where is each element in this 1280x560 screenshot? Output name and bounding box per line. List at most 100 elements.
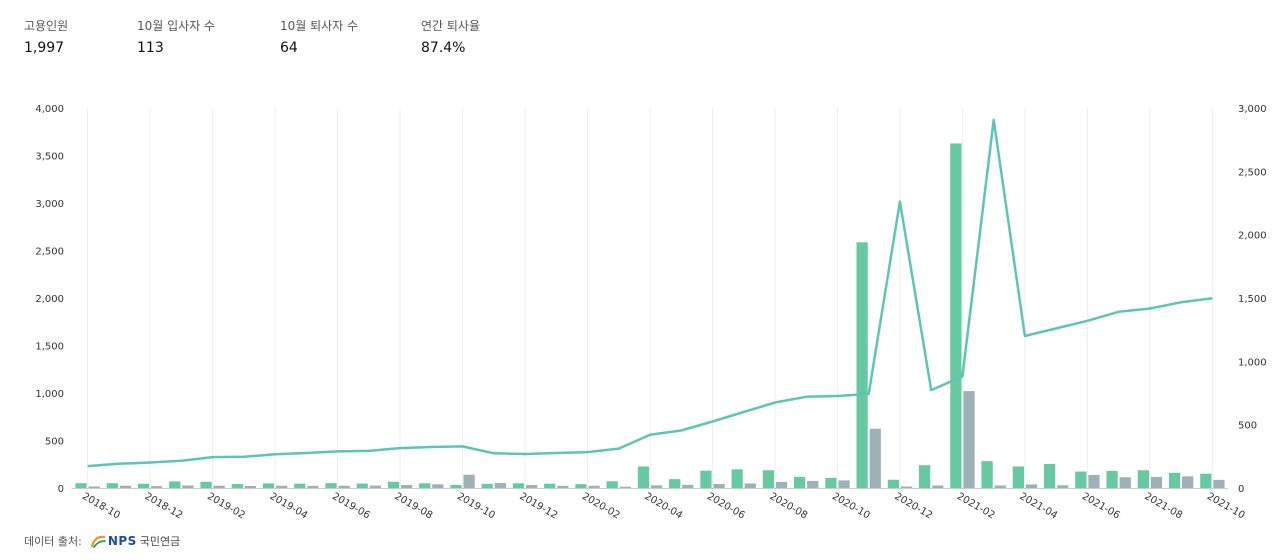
hires-bar (231, 483, 243, 488)
leaves-bar (932, 485, 944, 488)
left-axis-tick-label: 2,000 (35, 294, 64, 305)
leaves-bar (1182, 476, 1194, 488)
leaves-bar (244, 485, 257, 488)
x-axis-tick-label: 2020-08 (767, 491, 809, 521)
employees-line (87, 118, 1213, 468)
x-axis-tick-label: 2021-06 (1080, 491, 1122, 521)
hires-bar (1075, 471, 1087, 488)
stat-annual-turnover-value: 87.4% (421, 40, 466, 56)
x-axis-tick-label: 2020-02 (580, 491, 622, 521)
hires-bar (856, 242, 868, 488)
nps-logo-icon (90, 535, 106, 548)
leaves-bar (1150, 476, 1163, 488)
right-axis-tick-label: 500 (1238, 421, 1257, 432)
leaves-bar (838, 480, 850, 488)
hires-bar (794, 476, 806, 488)
leaves-bar (1025, 484, 1038, 488)
right-axis-tick-label: 2,000 (1238, 231, 1267, 242)
hires-bar (294, 483, 306, 488)
hires-bar (356, 483, 368, 488)
hires-bar (669, 479, 681, 488)
hires-bar (700, 470, 712, 488)
x-axis-tick-label: 2019-04 (268, 491, 310, 521)
leaves-bar (119, 485, 132, 488)
hires-bar (1200, 473, 1212, 488)
hires-bar (512, 483, 525, 488)
x-axis-tick-label: 2021-02 (955, 491, 997, 521)
x-axis-tick-label: 2019-06 (330, 491, 372, 521)
hires-bar (544, 483, 556, 488)
leaves-bar (338, 485, 350, 488)
leaves-bar (900, 486, 913, 488)
hires-bar (1137, 470, 1149, 488)
left-axis-tick-label: 2,500 (35, 247, 64, 258)
x-axis-tick-label: 2020-04 (643, 491, 685, 521)
hires-bar (200, 481, 212, 488)
hires-bar (887, 479, 900, 488)
leaves-bar (307, 485, 319, 488)
leaves-bar (369, 485, 381, 488)
leaves-bar (88, 486, 100, 488)
bar-layer (75, 143, 1225, 488)
leaves-bar (400, 484, 413, 488)
leaves-bar (963, 391, 975, 488)
stats-bar: 고용인원 1,997 10월 입사자 수 113 10월 퇴사자 수 64 연간… (24, 18, 541, 58)
left-axis-tick-label: 4,000 (35, 104, 64, 115)
leaves-bar (182, 485, 194, 488)
hires-bar (262, 483, 275, 488)
leaves-bar (494, 482, 506, 488)
hires-bar (606, 481, 618, 488)
stat-annual-turnover: 연간 퇴사율 87.4% (421, 18, 541, 58)
leaves-bar (619, 486, 631, 488)
stat-monthly-leaves: 10월 퇴사자 수 64 (280, 18, 421, 58)
axis-layer: 0 500 1,000 1,500 2,000 2,500 3,000 3,500 4,000 0… (35, 104, 1266, 521)
nps-logo-text: NPS (107, 534, 137, 548)
leaves-bar (213, 485, 225, 488)
x-axis-tick-label: 2018-12 (143, 491, 185, 521)
hires-bar (481, 483, 493, 488)
hires-bar (106, 483, 118, 488)
line-layer (87, 118, 1213, 468)
hires-bar (1043, 463, 1056, 488)
hires-bar (387, 481, 400, 488)
x-axis-tick-label: 2020-06 (705, 491, 747, 521)
right-axis-tick-label: 2,500 (1238, 167, 1267, 178)
leaves-bar (650, 485, 663, 488)
x-axis-tick-label: 2019-12 (518, 491, 560, 521)
hires-bar (75, 483, 87, 488)
data-source: 데이터 출처: NPS 국민연금 (24, 533, 180, 549)
hires-bar (950, 143, 962, 488)
leaves-bar (744, 483, 756, 488)
hires-bar (450, 484, 462, 488)
hires-bar (637, 466, 650, 488)
left-axis-tick-label: 500 (45, 437, 64, 448)
leaves-bar (151, 486, 163, 488)
leaves-bar (713, 483, 725, 488)
stat-employees-value: 1,997 (24, 40, 65, 56)
stat-employees: 고용인원 1,997 (24, 18, 137, 58)
hires-bar (1106, 470, 1118, 488)
x-axis-tick-label: 2019-10 (455, 491, 497, 521)
x-axis-tick-label: 2019-02 (205, 491, 247, 521)
hires-bar (762, 470, 775, 488)
left-axis-tick-label: 0 (58, 484, 64, 495)
x-axis-tick-label: 2021-04 (1017, 491, 1059, 521)
right-axis-tick-label: 1,000 (1238, 357, 1267, 368)
hires-bar (137, 483, 150, 488)
nps-logo: NPS 국민연금 (90, 533, 180, 549)
leaves-bar (775, 481, 788, 488)
x-axis-tick-label: 2020-12 (892, 491, 934, 521)
left-axis-tick-label: 3,000 (35, 199, 64, 210)
x-axis-tick-label: 2018-10 (80, 491, 122, 521)
leaves-bar (1057, 485, 1069, 488)
left-axis-tick-label: 1,000 (35, 389, 64, 400)
leaves-bar (1088, 474, 1100, 488)
leaves-bar (1119, 477, 1131, 488)
hires-bar (825, 477, 837, 488)
stat-monthly-hires-label: 10월 입사자 수 (137, 19, 216, 33)
x-axis-tick-label: 2019-08 (393, 491, 435, 521)
stat-monthly-leaves-label: 10월 퇴사자 수 (280, 19, 359, 33)
leaves-bar (994, 485, 1006, 488)
stat-monthly-hires: 10월 입사자 수 113 (137, 18, 280, 58)
